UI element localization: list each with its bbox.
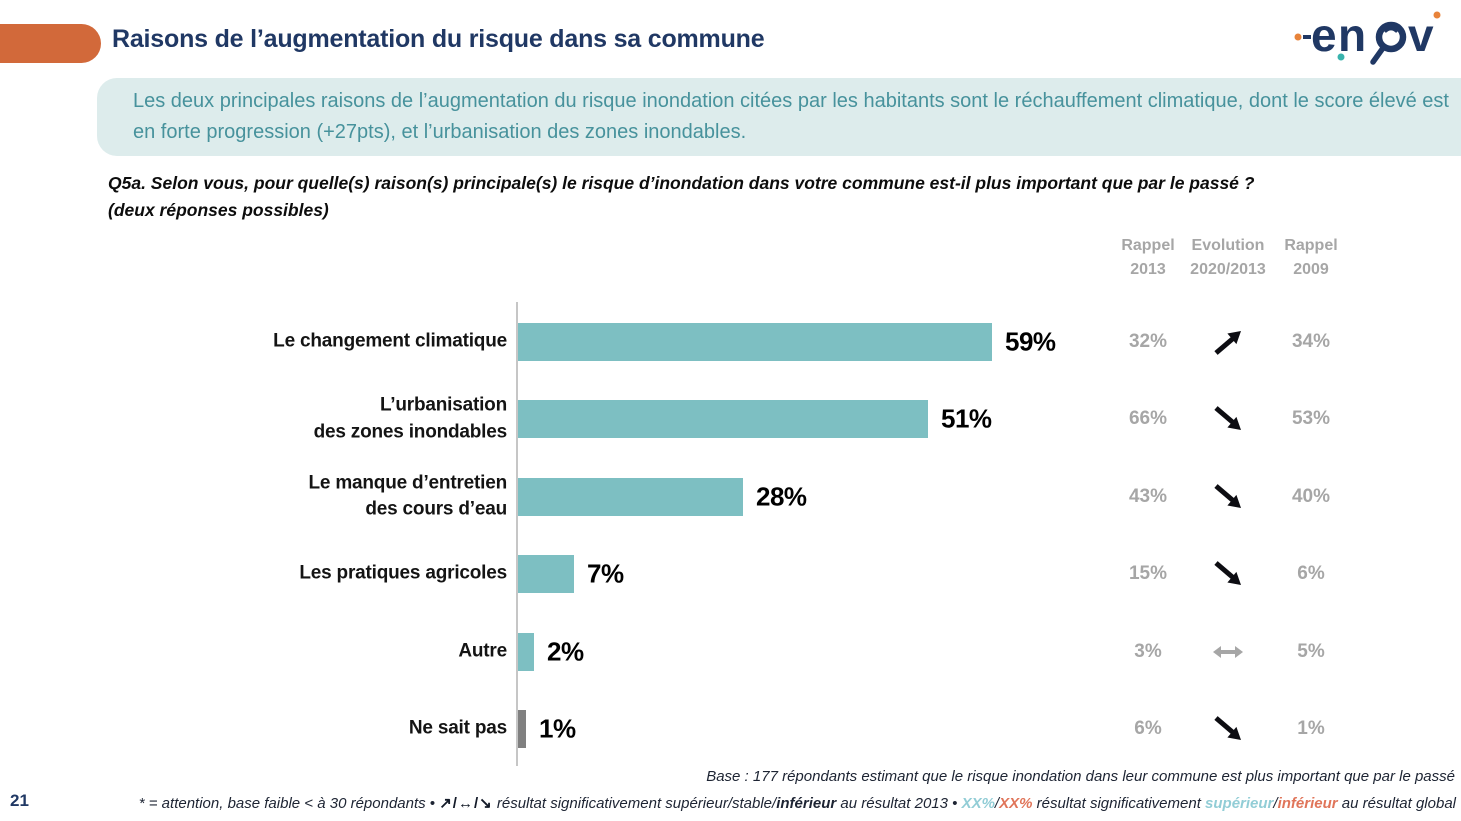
rappel-2009-value: 53%: [1291, 408, 1331, 430]
rappel-2009-value: 34%: [1291, 330, 1331, 352]
footnote-segment: XX%: [999, 795, 1033, 812]
column-header-line: Rappel: [1284, 237, 1338, 254]
footnote-segment: XX%: [961, 795, 995, 812]
rappel-2009-value: 40%: [1291, 485, 1331, 507]
bar: [518, 477, 743, 516]
logo-magnifier-lens-icon: [1375, 21, 1407, 53]
column-header-rappel-2009: Rappel 2009: [1273, 234, 1349, 282]
evolution-arrow-icon: [1193, 558, 1263, 590]
rappel-2013-value: 43%: [1128, 485, 1168, 507]
chart-row: Ne sait pas 1% 6% 1%: [0, 691, 1461, 769]
rappel-2013-value: 15%: [1128, 563, 1168, 585]
legend-footnote: * = attention, base faible < à 30 répond…: [6, 794, 1456, 812]
footnote-segment: /: [772, 795, 777, 812]
value-label: 59%: [1005, 326, 1056, 357]
footnote-segment: résultat significativement: [492, 795, 666, 812]
column-header-line: 2020/2013: [1190, 261, 1266, 278]
category-label: Ne sait pas: [408, 717, 507, 739]
bar: [518, 322, 992, 361]
evolution-arrow-icon: [1193, 481, 1263, 513]
footnote-segment: supérieur: [1205, 795, 1274, 812]
logo-orange-dot-left: [1294, 33, 1302, 41]
footnote-segment: * = attention, base faible < à 30 répond…: [138, 795, 440, 812]
bar: [518, 400, 928, 439]
rappel-2009-value: 5%: [1297, 640, 1325, 662]
rappel-2013-value: 6%: [1134, 718, 1162, 740]
value-label: 1%: [539, 713, 576, 744]
value-label: 28%: [756, 481, 807, 512]
category-label: Le changement climatique: [273, 330, 507, 352]
page-number: 21: [10, 791, 29, 810]
column-header-line: Evolution: [1191, 237, 1265, 254]
summary-highlight-box: Les deux principales raisons de l’augmen…: [97, 78, 1461, 156]
bar-chart: Le changement climatique 59% 32% 34% L’u…: [0, 303, 1461, 768]
logo-orange-dot-right: [1433, 11, 1441, 19]
rappel-2009-value: 6%: [1297, 563, 1325, 585]
bar: [518, 710, 526, 749]
footnote-segment: au résultat 2013 •: [836, 795, 962, 812]
footnote-segment: inférieur: [1277, 795, 1338, 812]
column-header-line: 2013: [1130, 261, 1166, 278]
footnote-segment: stable: [732, 795, 773, 812]
rappel-2013-value: 3%: [1134, 640, 1162, 662]
logo-magnifier-handle: [1370, 45, 1386, 65]
footnote-segment: résultat significativement: [1032, 795, 1206, 812]
column-header-line: 2009: [1293, 261, 1329, 278]
bar: [518, 632, 534, 671]
evolution-arrow-icon: [1193, 326, 1263, 358]
rappel-2013-value: 66%: [1128, 408, 1168, 430]
category-label: Le manque d’entretien des cours d’eau: [308, 472, 507, 520]
footnote-segment: /: [727, 795, 732, 812]
value-label: 7%: [587, 558, 624, 589]
chart-row: Le changement climatique 59% 32% 34%: [0, 303, 1461, 381]
evolution-arrow-icon: [1193, 713, 1263, 745]
logo-letter-e: e: [1311, 9, 1337, 61]
footnote-segment: /: [994, 795, 1000, 812]
question-line1: Q5a. Selon vous, pour quelle(s) raison(s…: [108, 173, 1255, 193]
footnote-segment: au résultat global: [1337, 795, 1456, 812]
category-label: Les pratiques agricoles: [299, 562, 507, 584]
enov-logo: e n v: [1294, 9, 1441, 65]
base-note: Base : 177 répondants estimant que le ri…: [706, 768, 1455, 785]
summary-text: Les deux principales raisons de l’augmen…: [133, 90, 1449, 143]
column-header-rappel-2013: Rappel 2013: [1108, 234, 1188, 282]
category-label: L’urbanisation des zones inondables: [313, 394, 508, 443]
bar: [518, 555, 574, 594]
chart-row: Les pratiques agricoles 7% 15% 6%: [0, 536, 1461, 614]
chart-row: L’urbanisation des zones inondables 51% …: [0, 381, 1461, 459]
evolution-arrow-icon: [1193, 636, 1263, 668]
chart-row: Le manque d’entretien des cours d’eau 28…: [0, 458, 1461, 536]
logo-teal-dot: [1337, 53, 1345, 61]
evolution-arrow-icon: [1193, 403, 1263, 435]
logo-letter-v: v: [1408, 9, 1434, 61]
chart-axis-line: [516, 302, 518, 766]
category-label: Autre: [458, 640, 507, 662]
footnote-segment: inférieur: [776, 795, 837, 812]
page-title: Raisons de l’augmentation du risque dans…: [112, 25, 765, 53]
footnote-segment: supérieur: [665, 795, 728, 812]
rappel-2009-value: 1%: [1297, 718, 1325, 740]
question-line2: (deux réponses possibles): [108, 200, 329, 221]
footnote-segment: ↗/↔/↘: [439, 795, 493, 812]
chart-row: Autre 2% 3% 5%: [0, 613, 1461, 691]
column-header-evolution: Evolution 2020/2013: [1185, 234, 1271, 282]
value-label: 51%: [941, 403, 992, 434]
footnote-segment: /: [1273, 795, 1278, 812]
question-text: Q5a. Selon vous, pour quelle(s) raison(s…: [108, 170, 1438, 224]
logo-lens-highlight: [1384, 27, 1398, 33]
logo-letter-n: n: [1338, 9, 1366, 61]
accent-tab-shape: [0, 24, 101, 63]
rappel-2013-value: 32%: [1128, 330, 1168, 352]
column-header-line: Rappel: [1121, 237, 1175, 254]
value-label: 2%: [547, 636, 584, 667]
